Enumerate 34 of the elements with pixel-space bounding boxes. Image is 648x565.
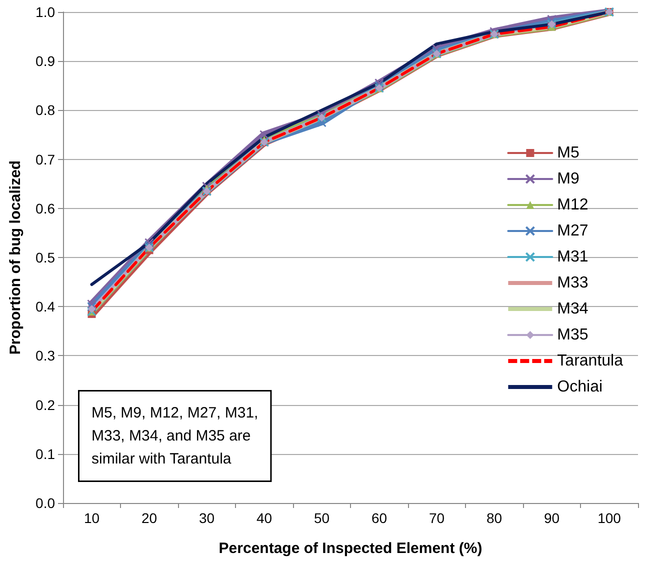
x-tick-label: 100 — [598, 510, 622, 526]
x-tick-label: 20 — [141, 510, 158, 526]
legend-label: M27 — [557, 222, 588, 240]
y-tick-label: 0.7 — [36, 151, 56, 168]
legend-label: M31 — [557, 248, 588, 266]
legend-label: Ochiai — [557, 378, 603, 396]
x-tick-label: 10 — [84, 510, 100, 526]
y-tick-label: 0.8 — [36, 102, 56, 118]
legend-label: M5 — [557, 144, 580, 162]
legend-label: M35 — [557, 326, 588, 344]
x-tick-label: 30 — [198, 510, 215, 526]
legend-label: M33 — [557, 274, 588, 292]
y-tick-label: 0.3 — [36, 348, 56, 364]
y-tick-label: 0.1 — [36, 446, 56, 462]
legend-label: M9 — [557, 170, 580, 188]
x-tick-label: 90 — [544, 510, 560, 526]
annotation: M5, M9, M12, M27, M31, M33, M34, and M35 are similar with Tarantula — [92, 404, 258, 468]
x-tick-label: 70 — [428, 510, 445, 526]
legend-label: M34 — [557, 300, 588, 318]
legend-label: M12 — [557, 196, 588, 214]
x-tick-label: 60 — [371, 510, 388, 526]
y-tick-label: 0.0 — [36, 495, 56, 511]
y-axis-title: Proportion of bug localized — [7, 160, 24, 355]
y-tick-label: 0.9 — [36, 53, 56, 70]
x-tick-label: 40 — [256, 510, 272, 526]
y-tick-label: 0.6 — [36, 200, 56, 216]
x-axis-title: Percentage of Inspected Element (%) — [218, 540, 482, 557]
y-tick-label: 0.4 — [36, 298, 56, 315]
y-tick-label: 0.2 — [36, 396, 56, 413]
x-tick-label: 80 — [486, 510, 502, 526]
y-tick-label: 0.5 — [36, 250, 56, 266]
legend-label: Tarantula — [557, 352, 624, 370]
y-tick-label: 1.0 — [36, 4, 56, 20]
x-tick-label: 50 — [314, 510, 330, 526]
